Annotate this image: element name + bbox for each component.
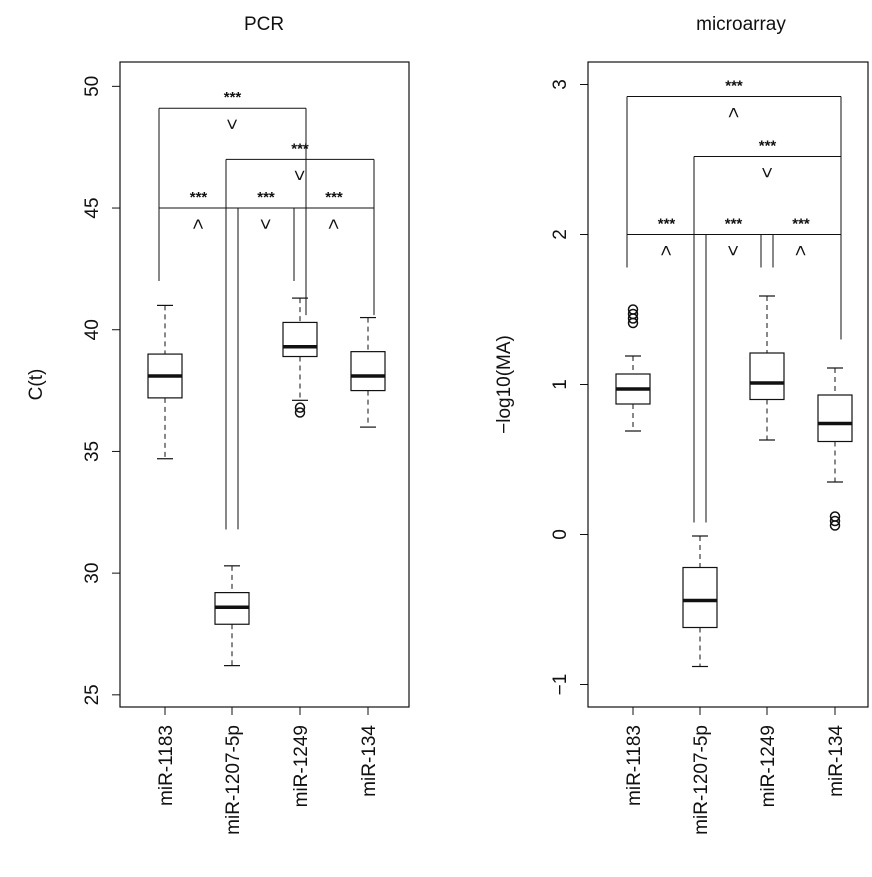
comparison-bracket: *** < — [693, 216, 774, 523]
comparison-symbol: < — [758, 167, 779, 178]
comparison-bracket: *** > — [626, 216, 707, 523]
y-tick-label: 45 — [82, 197, 103, 218]
x-tick-label: miR-134 — [359, 725, 380, 797]
comparison-symbol: < — [290, 170, 311, 181]
x-tick-label: miR-1207-5p — [691, 725, 712, 835]
significance-stars: *** — [725, 78, 743, 95]
comparison-bracket: *** > — [626, 78, 842, 340]
significance-stars: *** — [725, 216, 743, 233]
box-iqr — [350, 351, 386, 392]
box-iqr — [817, 394, 853, 443]
outlier-point — [627, 304, 639, 315]
y-tick-label: 40 — [82, 319, 103, 340]
x-tick-label: miR-1207-5p — [223, 725, 244, 835]
comparison-symbol: > — [791, 245, 812, 256]
comparison-bracket: *** < — [158, 89, 307, 316]
significance-stars: *** — [792, 216, 810, 233]
significance-stars: *** — [291, 140, 309, 157]
y-tick-label: −1 — [550, 674, 571, 696]
panel-microarray: microarray −log10(MA) −1 0 1 2 3 miR-1183 miR-12… — [494, 14, 869, 835]
x-tick-label: miR-1183 — [156, 725, 177, 806]
box-iqr — [282, 321, 318, 358]
box-0 — [615, 304, 651, 432]
outlier-point — [627, 308, 639, 320]
y-tick-label: 2 — [550, 229, 571, 240]
outlier-point — [829, 511, 841, 522]
significance-stars: *** — [257, 189, 275, 206]
outlier-point — [829, 515, 841, 527]
box-3 — [817, 367, 853, 531]
box-0 — [147, 304, 183, 460]
comparison-bracket: *** > — [158, 189, 239, 530]
panel-pcr: PCR C(t) 25 30 35 40 45 50 miR-1183 miR-1207-5p mi… — [26, 14, 410, 835]
comparison-symbol: > — [189, 218, 210, 229]
significance-stars: *** — [325, 189, 343, 206]
comparison-bracket: *** > — [293, 189, 375, 282]
y-tick-label: 35 — [82, 441, 103, 462]
comparison-symbol: > — [324, 218, 345, 229]
comparison-symbol: < — [223, 119, 244, 130]
comparison-bracket: *** < — [693, 138, 842, 523]
comparison-symbol: > — [724, 107, 745, 118]
significance-stars: *** — [759, 138, 777, 155]
box-iqr — [682, 566, 718, 629]
chart-title: microarray — [696, 14, 786, 35]
y-axis-label: −log10(MA) — [494, 335, 515, 434]
y-tick-label: 25 — [82, 684, 103, 705]
x-tick-label: miR-134 — [826, 725, 847, 797]
box-1 — [682, 535, 718, 668]
outlier-point — [294, 407, 306, 418]
y-tick-label: 1 — [550, 379, 571, 390]
y-tick-label: 3 — [550, 79, 571, 90]
comparison-symbol: > — [657, 245, 678, 256]
significance-stars: *** — [658, 216, 676, 233]
y-axis-label: C(t) — [26, 369, 47, 401]
y-tick-label: 30 — [82, 563, 103, 584]
comparison-symbol: < — [724, 245, 745, 256]
comparison-symbol: < — [256, 218, 277, 229]
comparison-bracket: *** < — [225, 189, 307, 530]
x-tick-label: miR-1249 — [758, 725, 779, 807]
y-tick-label: 50 — [82, 76, 103, 97]
box-2 — [282, 297, 318, 418]
y-tick-label: 0 — [550, 529, 571, 540]
significance-stars: *** — [224, 89, 242, 106]
plot-frame — [119, 61, 410, 708]
box-1 — [214, 565, 250, 667]
box-iqr — [749, 352, 785, 401]
comparison-bracket: *** > — [760, 216, 842, 268]
significance-stars: *** — [190, 189, 208, 206]
box-2 — [749, 295, 785, 441]
chart-title: PCR — [244, 14, 284, 35]
x-tick-label: miR-1183 — [624, 725, 645, 806]
x-tick-label: miR-1249 — [291, 725, 312, 807]
box-3 — [350, 316, 386, 428]
outlier-point — [294, 402, 306, 413]
